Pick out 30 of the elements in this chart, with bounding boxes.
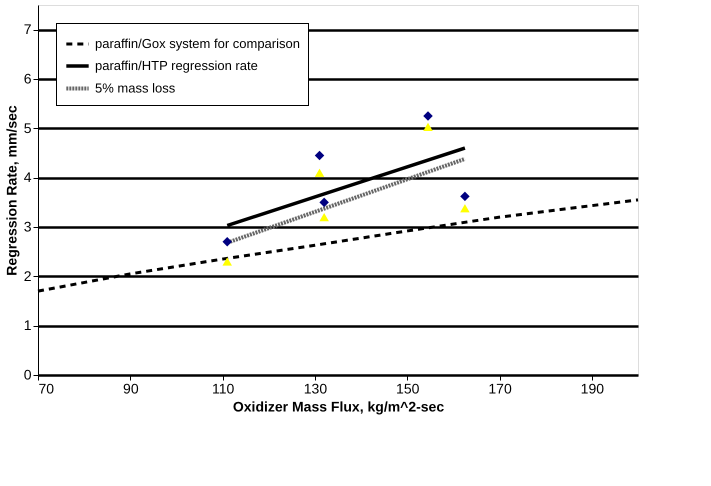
x-tick-label: 170 <box>488 380 512 396</box>
x-tick-label: 70 <box>38 380 54 396</box>
y-tick-label: 0 <box>24 366 32 382</box>
x-tick-label: 90 <box>123 380 139 396</box>
y-tick-label: 3 <box>24 218 32 234</box>
x-tick-label: 130 <box>304 380 328 396</box>
point <box>319 198 329 208</box>
x-tick-label: 110 <box>212 380 234 396</box>
legend-label: 5% mass loss <box>95 80 176 96</box>
y-tick-label: 7 <box>24 21 32 38</box>
legend-label: paraffin/Gox system for comparison <box>95 36 300 51</box>
y-tick-label: 1 <box>24 317 32 334</box>
point <box>314 150 324 160</box>
point <box>423 122 433 131</box>
y-tick-label: 4 <box>24 169 32 186</box>
y-tick-label: 5 <box>24 120 32 136</box>
x-axis-title: Oxidizer Mass Flux, kg/m^2-sec <box>232 398 444 414</box>
y-tick-label: 2 <box>24 268 32 284</box>
point <box>314 168 324 177</box>
point <box>460 192 470 202</box>
point <box>222 237 232 247</box>
y-tick-label: 6 <box>24 70 32 86</box>
x-tick-label: 190 <box>580 380 604 396</box>
point <box>460 204 470 212</box>
point <box>423 111 433 121</box>
point <box>319 213 329 222</box>
x-tick-label: 150 <box>396 380 420 396</box>
legend-label: paraffin/HTP regression rate <box>95 58 258 73</box>
point <box>222 257 232 266</box>
y-axis-title: Regression Rate, mm/sec <box>4 105 20 276</box>
